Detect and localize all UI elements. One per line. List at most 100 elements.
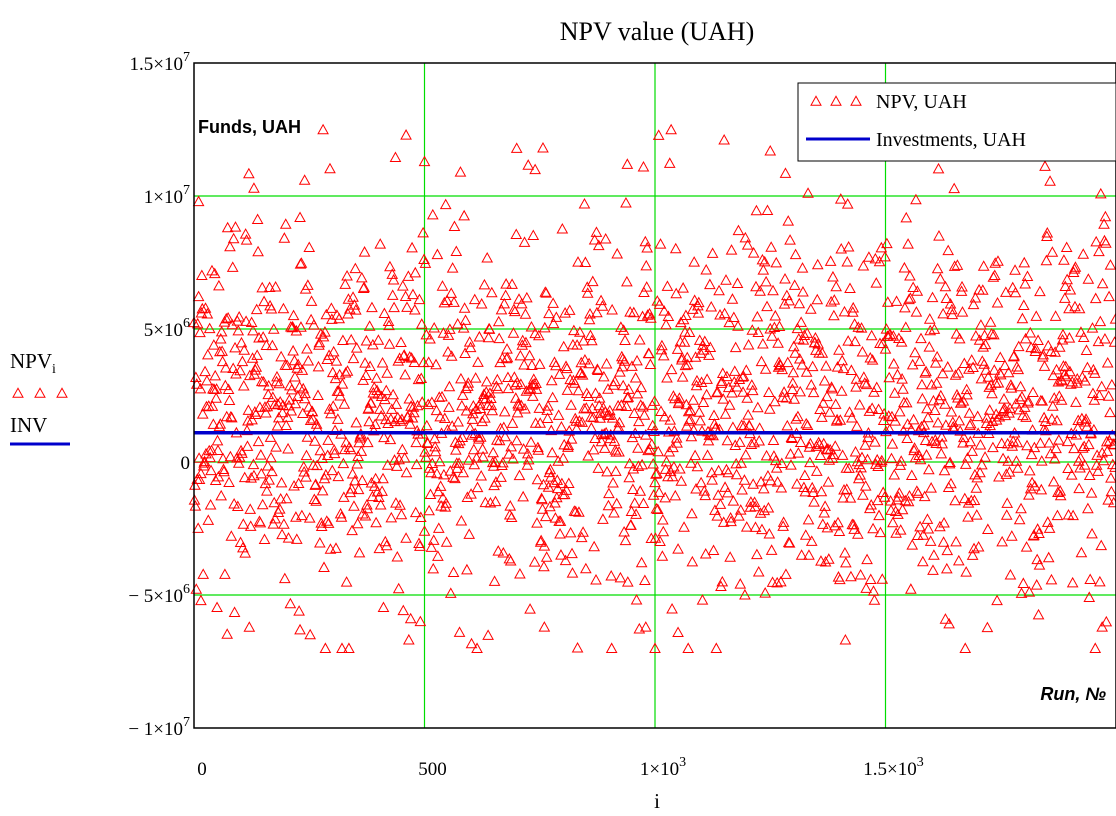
npv-point [1048, 452, 1061, 464]
npv-point [804, 437, 817, 449]
npv-point [325, 302, 338, 313]
npv-point [339, 366, 352, 378]
npv-point [780, 391, 793, 403]
npv-point [876, 337, 889, 349]
npv-point [455, 514, 468, 526]
npv-point [264, 431, 277, 442]
npv-point [1106, 429, 1116, 440]
npv-point [636, 458, 648, 470]
npv-point [975, 372, 988, 384]
npv-point [964, 417, 977, 429]
npv-point [819, 500, 831, 511]
npv-point [773, 320, 786, 331]
npv-point [738, 474, 751, 485]
npv-point [779, 272, 791, 284]
npv-point [712, 489, 725, 500]
npv-point [462, 377, 475, 388]
npv-point [1040, 254, 1053, 266]
npv-point [271, 370, 283, 382]
npv-point [669, 489, 682, 501]
npv-point [904, 269, 916, 281]
npv-point [932, 416, 944, 428]
npv-point [704, 278, 716, 290]
npv-point [924, 324, 937, 336]
npv-point [504, 500, 517, 511]
npv-point [443, 380, 456, 392]
npv-point [217, 463, 230, 475]
npv-point [977, 341, 990, 352]
npv-point [221, 628, 234, 639]
npv-point [200, 400, 213, 412]
npv-point [648, 395, 661, 406]
npv-point [324, 162, 336, 174]
npv-point [585, 411, 597, 422]
npv-point [729, 439, 742, 450]
npv-point [395, 508, 408, 520]
npv-point [526, 359, 538, 370]
npv-point [757, 337, 769, 349]
npv-point [803, 441, 816, 452]
npv-point [1042, 551, 1055, 563]
npv-point [650, 502, 663, 514]
npv-point [687, 394, 700, 405]
npv-point [555, 549, 567, 560]
npv-point [756, 523, 768, 535]
npv-point [470, 452, 483, 463]
npv-point [398, 452, 411, 463]
npv-point [867, 585, 880, 596]
npv-point [433, 455, 446, 467]
npv-point [714, 308, 726, 320]
npv-point [1033, 559, 1046, 570]
npv-point [449, 444, 462, 455]
npv-point [857, 259, 870, 271]
npv-point [507, 327, 520, 338]
npv-point [343, 303, 356, 314]
npv-point [725, 244, 738, 255]
npv-point [1105, 485, 1116, 497]
npv-point [218, 465, 230, 477]
npv-point [805, 378, 818, 390]
npv-point [763, 386, 775, 397]
npv-point [560, 484, 573, 495]
npv-point [1043, 436, 1056, 448]
npv-point [1013, 403, 1026, 415]
y-label-triangles-icon [12, 387, 68, 398]
npv-point [764, 145, 777, 156]
npv-point [887, 516, 899, 528]
npv-point [645, 438, 658, 449]
npv-point [358, 281, 370, 292]
npv-point [621, 576, 634, 587]
npv-point [752, 565, 765, 577]
npv-point [1035, 483, 1048, 495]
npv-point [968, 494, 981, 506]
npv-point [594, 407, 607, 418]
npv-point [305, 313, 317, 325]
npv-point [422, 356, 435, 367]
npv-point [922, 463, 935, 475]
npv-point [810, 465, 823, 476]
npv-point [580, 387, 593, 398]
npv-point [908, 442, 921, 453]
npv-point [550, 491, 563, 503]
npv-point [428, 321, 441, 333]
npv-point [1017, 409, 1029, 421]
npv-point [535, 534, 547, 546]
npv-point [890, 295, 903, 306]
npv-point [493, 332, 506, 344]
npv-point [568, 377, 581, 388]
npv-point [961, 388, 973, 400]
npv-point [458, 209, 470, 221]
npv-point [765, 544, 778, 555]
npv-point [798, 469, 811, 480]
npv-point [377, 601, 390, 612]
npv-point [1001, 497, 1014, 508]
npv-point [958, 431, 970, 443]
npv-point [196, 408, 209, 419]
npv-point [430, 404, 443, 416]
x-axis-label: i [654, 789, 660, 813]
npv-point [842, 335, 855, 346]
npv-point [1075, 326, 1087, 337]
npv-point [432, 550, 444, 561]
npv-point [585, 334, 598, 346]
npv-point [720, 274, 732, 285]
